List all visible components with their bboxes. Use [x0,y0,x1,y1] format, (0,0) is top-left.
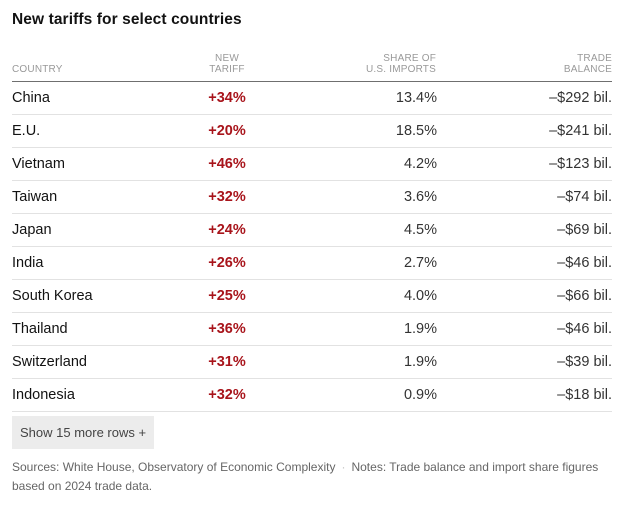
country-cell: Japan [12,213,192,247]
table-row: Thailand +36% 1.9% –$46 bil. [12,312,612,346]
table-row: Indonesia +32% 0.9% –$18 bil. [12,378,612,412]
table-row: Vietnam +46% 4.2% –$123 bil. [12,147,612,181]
country-cell: Thailand [12,312,192,346]
page-title: New tariffs for select countries [12,11,242,28]
country-cell: Taiwan [12,180,192,214]
share-cell: 0.9% [262,378,437,412]
tariff-cell: +34% [192,81,262,115]
table-row: Taiwan +32% 3.6% –$74 bil. [12,180,612,214]
header-share-line-1: Share of [383,52,436,64]
tariff-cell: +20% [192,114,262,148]
table-row: Japan +24% 4.5% –$69 bil. [12,213,612,247]
share-cell: 18.5% [262,114,437,148]
tariff-cell: +25% [192,279,262,313]
header-balance-line-1: Trade [577,52,612,64]
country-cell: China [12,81,192,115]
balance-cell: –$69 bil. [437,213,612,247]
header-trade-balance: Trade balance [437,48,612,82]
share-cell: 4.0% [262,279,437,313]
table-row: India +26% 2.7% –$46 bil. [12,246,612,280]
share-cell: 4.5% [262,213,437,247]
header-balance-line-2: balance [563,63,612,75]
header-tariff-line-2: tariff [209,63,245,75]
balance-cell: –$292 bil. [437,81,612,115]
share-cell: 1.9% [262,312,437,346]
tariff-cell: +46% [192,147,262,181]
country-cell: Indonesia [12,378,192,412]
balance-cell: –$18 bil. [437,378,612,412]
header-country-label: Country [12,63,63,75]
show-more-rows-button[interactable]: Show 15 more rows + [12,416,155,449]
tariff-cell: +32% [192,180,262,214]
table-row: Switzerland +31% 1.9% –$39 bil. [12,345,612,379]
country-cell: E.U. [12,114,192,148]
balance-cell: –$66 bil. [437,279,612,313]
header-tariff-line-1: New [215,52,239,64]
country-cell: Switzerland [12,345,192,379]
source-notes: Sources: White House, Observatory of Eco… [12,458,612,496]
table-row: E.U. +20% 18.5% –$241 bil. [12,114,612,148]
share-cell: 2.7% [262,246,437,280]
balance-cell: –$39 bil. [437,345,612,379]
table-row: South Korea +25% 4.0% –$66 bil. [12,279,612,313]
country-cell: South Korea [12,279,192,313]
sources-text: Sources: White House, Observatory of Eco… [12,460,336,474]
table-row: China +34% 13.4% –$292 bil. [12,81,612,115]
balance-cell: –$46 bil. [437,312,612,346]
tariff-cell: +32% [192,378,262,412]
balance-cell: –$241 bil. [437,114,612,148]
share-cell: 13.4% [262,81,437,115]
separator-dot: · [341,460,346,474]
share-cell: 4.2% [262,147,437,181]
balance-cell: –$123 bil. [437,147,612,181]
country-cell: India [12,246,192,280]
header-new-tariff: New tariff [192,48,262,82]
header-country: Country [12,48,192,82]
balance-cell: –$46 bil. [437,246,612,280]
share-cell: 1.9% [262,345,437,379]
tariff-cell: +31% [192,345,262,379]
tariff-cell: +26% [192,246,262,280]
notes-text: Notes: Trade balance and import share fi… [12,460,599,493]
tariff-cell: +24% [192,213,262,247]
balance-cell: –$74 bil. [437,180,612,214]
country-cell: Vietnam [12,147,192,181]
share-cell: 3.6% [262,180,437,214]
tariff-cell: +36% [192,312,262,346]
